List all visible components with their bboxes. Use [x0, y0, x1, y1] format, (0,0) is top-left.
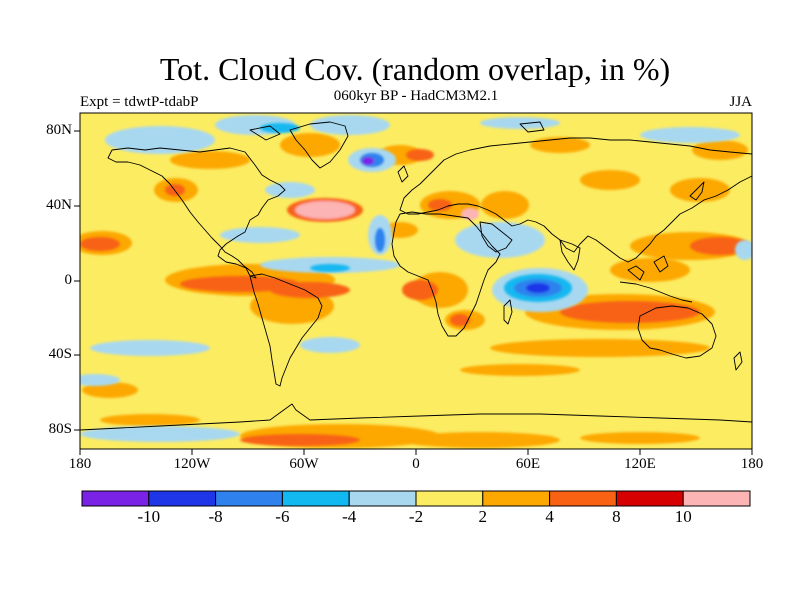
colorbar-swatch: [81, 490, 150, 507]
colorbar-label: -6: [275, 507, 290, 526]
very-strong-positive-anomaly-fields: [287, 198, 479, 222]
lat-tick-label: 40S: [48, 346, 72, 362]
lon-tick-label: 0: [412, 456, 420, 472]
lon-tick-label: 60E: [515, 456, 541, 472]
colorbar-swatch: [215, 490, 283, 507]
colorbar-label: -4: [342, 507, 357, 526]
lon-tick-label: 120E: [624, 456, 656, 472]
colorbar-swatch: [281, 490, 350, 507]
season-label: JJA: [729, 94, 752, 110]
colorbar-label: -2: [408, 507, 424, 526]
colorbar-label: -8: [208, 507, 223, 526]
colorbar-label: 2: [478, 507, 488, 526]
colorbar-label: 8: [612, 507, 621, 526]
lat-tick-label: 80N: [46, 122, 72, 138]
colorbar-swatch: [482, 490, 551, 507]
map-title: Tot. Cloud Cov. (random overlap, in %): [159, 51, 671, 87]
map-ticks: [74, 130, 753, 455]
colorbar-swatch: [682, 490, 751, 507]
experiment-label: Expt = tdwtP-tdabP: [80, 94, 199, 110]
colorbar-swatch: [549, 490, 617, 507]
colorbar-swatch: [148, 490, 217, 507]
colorbar-swatch: [415, 490, 484, 507]
colorbar-label: 4: [545, 507, 554, 526]
coastlines: [80, 121, 752, 431]
lon-tick-label: 180: [68, 456, 92, 472]
colorbar-swatch: [348, 490, 417, 507]
lat-tick-label: 0: [64, 272, 73, 288]
colorbar-label: 10: [674, 507, 692, 526]
colorbar-label: -10: [137, 507, 161, 526]
lat-tick-label: 80S: [48, 421, 72, 437]
lat-tick-label: 40N: [46, 197, 72, 213]
map-subtitle: 060kyr BP - HadCM3M2.1: [333, 88, 499, 104]
lon-tick-label: 60W: [289, 456, 319, 472]
colorbar-swatch: [615, 490, 684, 507]
negative-anomaly-fields: [80, 115, 752, 442]
colorbar: [81, 490, 751, 507]
lon-tick-label: 180: [740, 456, 764, 472]
lon-tick-label: 120W: [173, 456, 211, 472]
